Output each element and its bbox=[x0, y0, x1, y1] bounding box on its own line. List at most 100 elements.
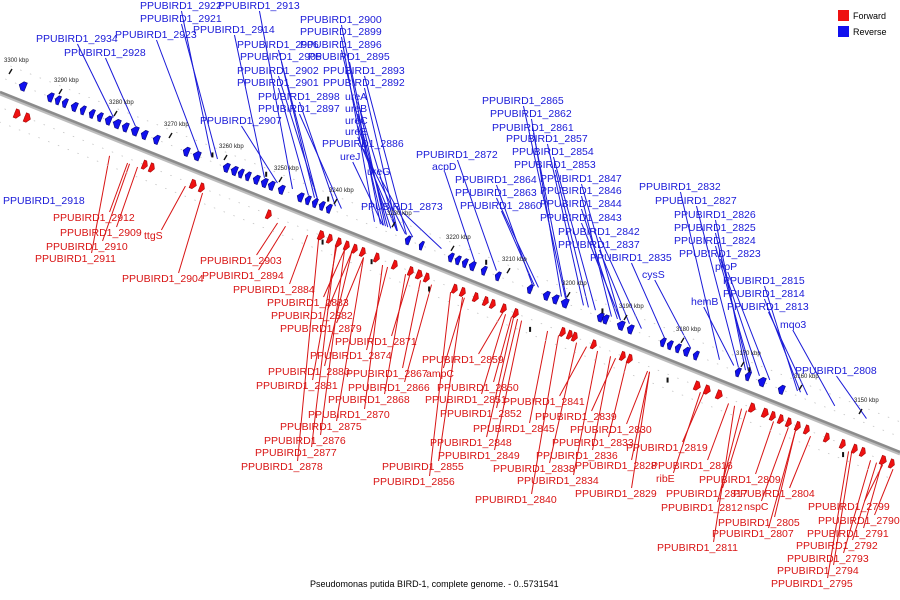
genome-caption: Pseudomonas putida BIRD-1, complete geno… bbox=[310, 579, 559, 589]
reverse-gene-arrow bbox=[494, 271, 502, 282]
forward-leader bbox=[311, 246, 337, 448]
forward-gene-label: PPUBIRD1_2866 bbox=[348, 382, 430, 394]
forward-gene-label: PPUBIRD1_2882 bbox=[271, 310, 353, 322]
tick-label: 3260 kbp bbox=[219, 144, 244, 150]
reverse-leader bbox=[363, 75, 407, 235]
forward-gene-arrow bbox=[147, 162, 155, 173]
reverse-leader bbox=[768, 311, 808, 396]
forward-gene-arrow bbox=[390, 259, 398, 270]
forward-gene-label: PPUBIRD1_2848 bbox=[430, 437, 512, 449]
forward-leader bbox=[404, 284, 433, 383]
forward-leader bbox=[320, 249, 346, 436]
reverse-gene-label: PPUBIRD1_2901 bbox=[237, 77, 319, 89]
reverse-gene-label: PPUBIRD1_2813 bbox=[727, 301, 809, 313]
forward-leader bbox=[549, 342, 578, 464]
reverse-leader bbox=[352, 161, 384, 226]
forward-gene-label: PPUBIRD1_2807 bbox=[712, 528, 794, 540]
reverse-gene-label: PPUBIRD1_2928 bbox=[64, 47, 146, 59]
reverse-gene-label: ureJ bbox=[340, 151, 360, 163]
reverse-gene-arrow bbox=[560, 298, 570, 309]
reverse-gene-arrow bbox=[542, 290, 551, 301]
forward-gene-label: PPUBIRD1_2839 bbox=[535, 411, 617, 423]
reverse-gene-label: ureC bbox=[345, 115, 368, 127]
forward-gene-label: PPUBIRD1_2811 bbox=[657, 542, 738, 554]
reverse-leader bbox=[631, 262, 665, 338]
forward-leader bbox=[531, 335, 560, 495]
tick-label: 3210 kbp bbox=[502, 257, 527, 263]
forward-leader bbox=[481, 314, 507, 395]
forward-leader bbox=[722, 410, 748, 489]
forward-gene-arrow bbox=[838, 438, 846, 449]
forward-gene-arrow bbox=[822, 432, 830, 443]
reverse-leader bbox=[552, 156, 596, 311]
forward-gene-arrow bbox=[264, 209, 272, 220]
reverse-gene-arrow bbox=[61, 98, 69, 109]
reverse-gene-label: PPUBIRD1_2892 bbox=[323, 77, 405, 89]
reverse-gene-arrow bbox=[152, 134, 161, 145]
forward-gene-arrow bbox=[499, 303, 507, 314]
reverse-gene-label: PPUBIRD1_2815 bbox=[723, 275, 805, 287]
forward-gene-arrow bbox=[692, 380, 701, 391]
tick-mark bbox=[740, 361, 745, 368]
reverse-gene-label: PPUBIRD1_2823 bbox=[679, 248, 761, 260]
forward-gene-label: PPUBIRD1_2804 bbox=[733, 488, 815, 500]
tick-label: 3190 kbp bbox=[619, 304, 644, 310]
reverse-gene-arrow bbox=[674, 343, 682, 354]
forward-gene-arrow bbox=[776, 414, 784, 425]
feature-tick bbox=[370, 259, 373, 265]
forward-gene-arrow bbox=[714, 389, 723, 400]
tick-label: 3230 kbp bbox=[387, 211, 412, 217]
reverse-gene-arrow bbox=[304, 195, 312, 206]
forward-gene-label: PPUBIRD1_2795 bbox=[771, 578, 853, 590]
reverse-gene-label: PPUBIRD1_2827 bbox=[655, 195, 737, 207]
reverse-gene-arrow bbox=[121, 122, 130, 133]
reverse-leader bbox=[599, 236, 642, 329]
reverse-gene-arrow bbox=[744, 371, 752, 382]
reverse-gene-label: acpD bbox=[432, 161, 457, 173]
feature-tick bbox=[485, 259, 488, 265]
forward-gene-label: PPUBIRD1_2849 bbox=[438, 450, 520, 462]
legend: Forward Reverse bbox=[838, 10, 887, 37]
forward-gene-label: PPUBIRD1_2790 bbox=[818, 515, 900, 527]
reverse-leader bbox=[379, 176, 414, 238]
reverse-gene-label: PPUBIRD1_2873 bbox=[361, 201, 443, 213]
reverse-leader bbox=[348, 61, 386, 227]
reverse-leader bbox=[580, 208, 618, 320]
feature-tick bbox=[666, 377, 669, 383]
legend-forward-label: Forward bbox=[853, 11, 886, 21]
reverse-gene-label: PPUBIRD1_2864 bbox=[455, 174, 537, 186]
forward-gene-label: PPUBIRD1_2812 bbox=[661, 502, 743, 514]
forward-leader bbox=[717, 408, 743, 503]
forward-gene-arrow bbox=[481, 296, 489, 307]
backbone-shadow bbox=[0, 92, 900, 456]
reverse-gene-label: PPUBIRD1_2844 bbox=[540, 198, 622, 210]
tick-mark bbox=[623, 314, 628, 321]
reverse-leader bbox=[581, 222, 621, 321]
forward-gene-arrow bbox=[140, 159, 148, 170]
forward-gene-arrow bbox=[372, 252, 380, 263]
forward-gene-label: PPUBIRD1_2829 bbox=[575, 488, 657, 500]
reverse-gene-arrow bbox=[130, 126, 140, 137]
reverse-gene-label: PPUBIRD1_2899 bbox=[300, 26, 382, 38]
forward-leader bbox=[755, 421, 775, 475]
reverse-gene-label: PPUBIRD1_2857 bbox=[506, 133, 588, 145]
forward-gene-arrow bbox=[334, 237, 342, 248]
forward-gene-label: PPUBIRD1_2833 bbox=[552, 437, 634, 449]
reverse-gene-label: PPUBIRD1_2896 bbox=[300, 39, 382, 51]
reverse-gene-label: PPUBIRD1_2814 bbox=[723, 288, 805, 300]
forward-gene-label: PPUBIRD1_2894 bbox=[202, 270, 284, 282]
reverse-leader bbox=[340, 36, 375, 222]
forward-gene-label: PPUBIRD1_2879 bbox=[280, 323, 362, 335]
forward-gene-label: PPUBIRD1_2834 bbox=[517, 475, 599, 487]
reverse-gene-label: PPUBIRD1_2886 bbox=[322, 138, 404, 150]
forward-leader bbox=[391, 275, 411, 337]
tick-mark bbox=[168, 132, 173, 139]
forward-gene-arrow bbox=[458, 286, 466, 297]
tick-label: 3200 kbp bbox=[562, 281, 587, 287]
forward-leader bbox=[116, 166, 139, 228]
forward-gene-arrow bbox=[358, 246, 366, 257]
forward-leader bbox=[591, 358, 617, 412]
forward-gene-arrow bbox=[887, 458, 895, 469]
feature-tick bbox=[529, 326, 532, 332]
forward-leader bbox=[178, 192, 204, 274]
